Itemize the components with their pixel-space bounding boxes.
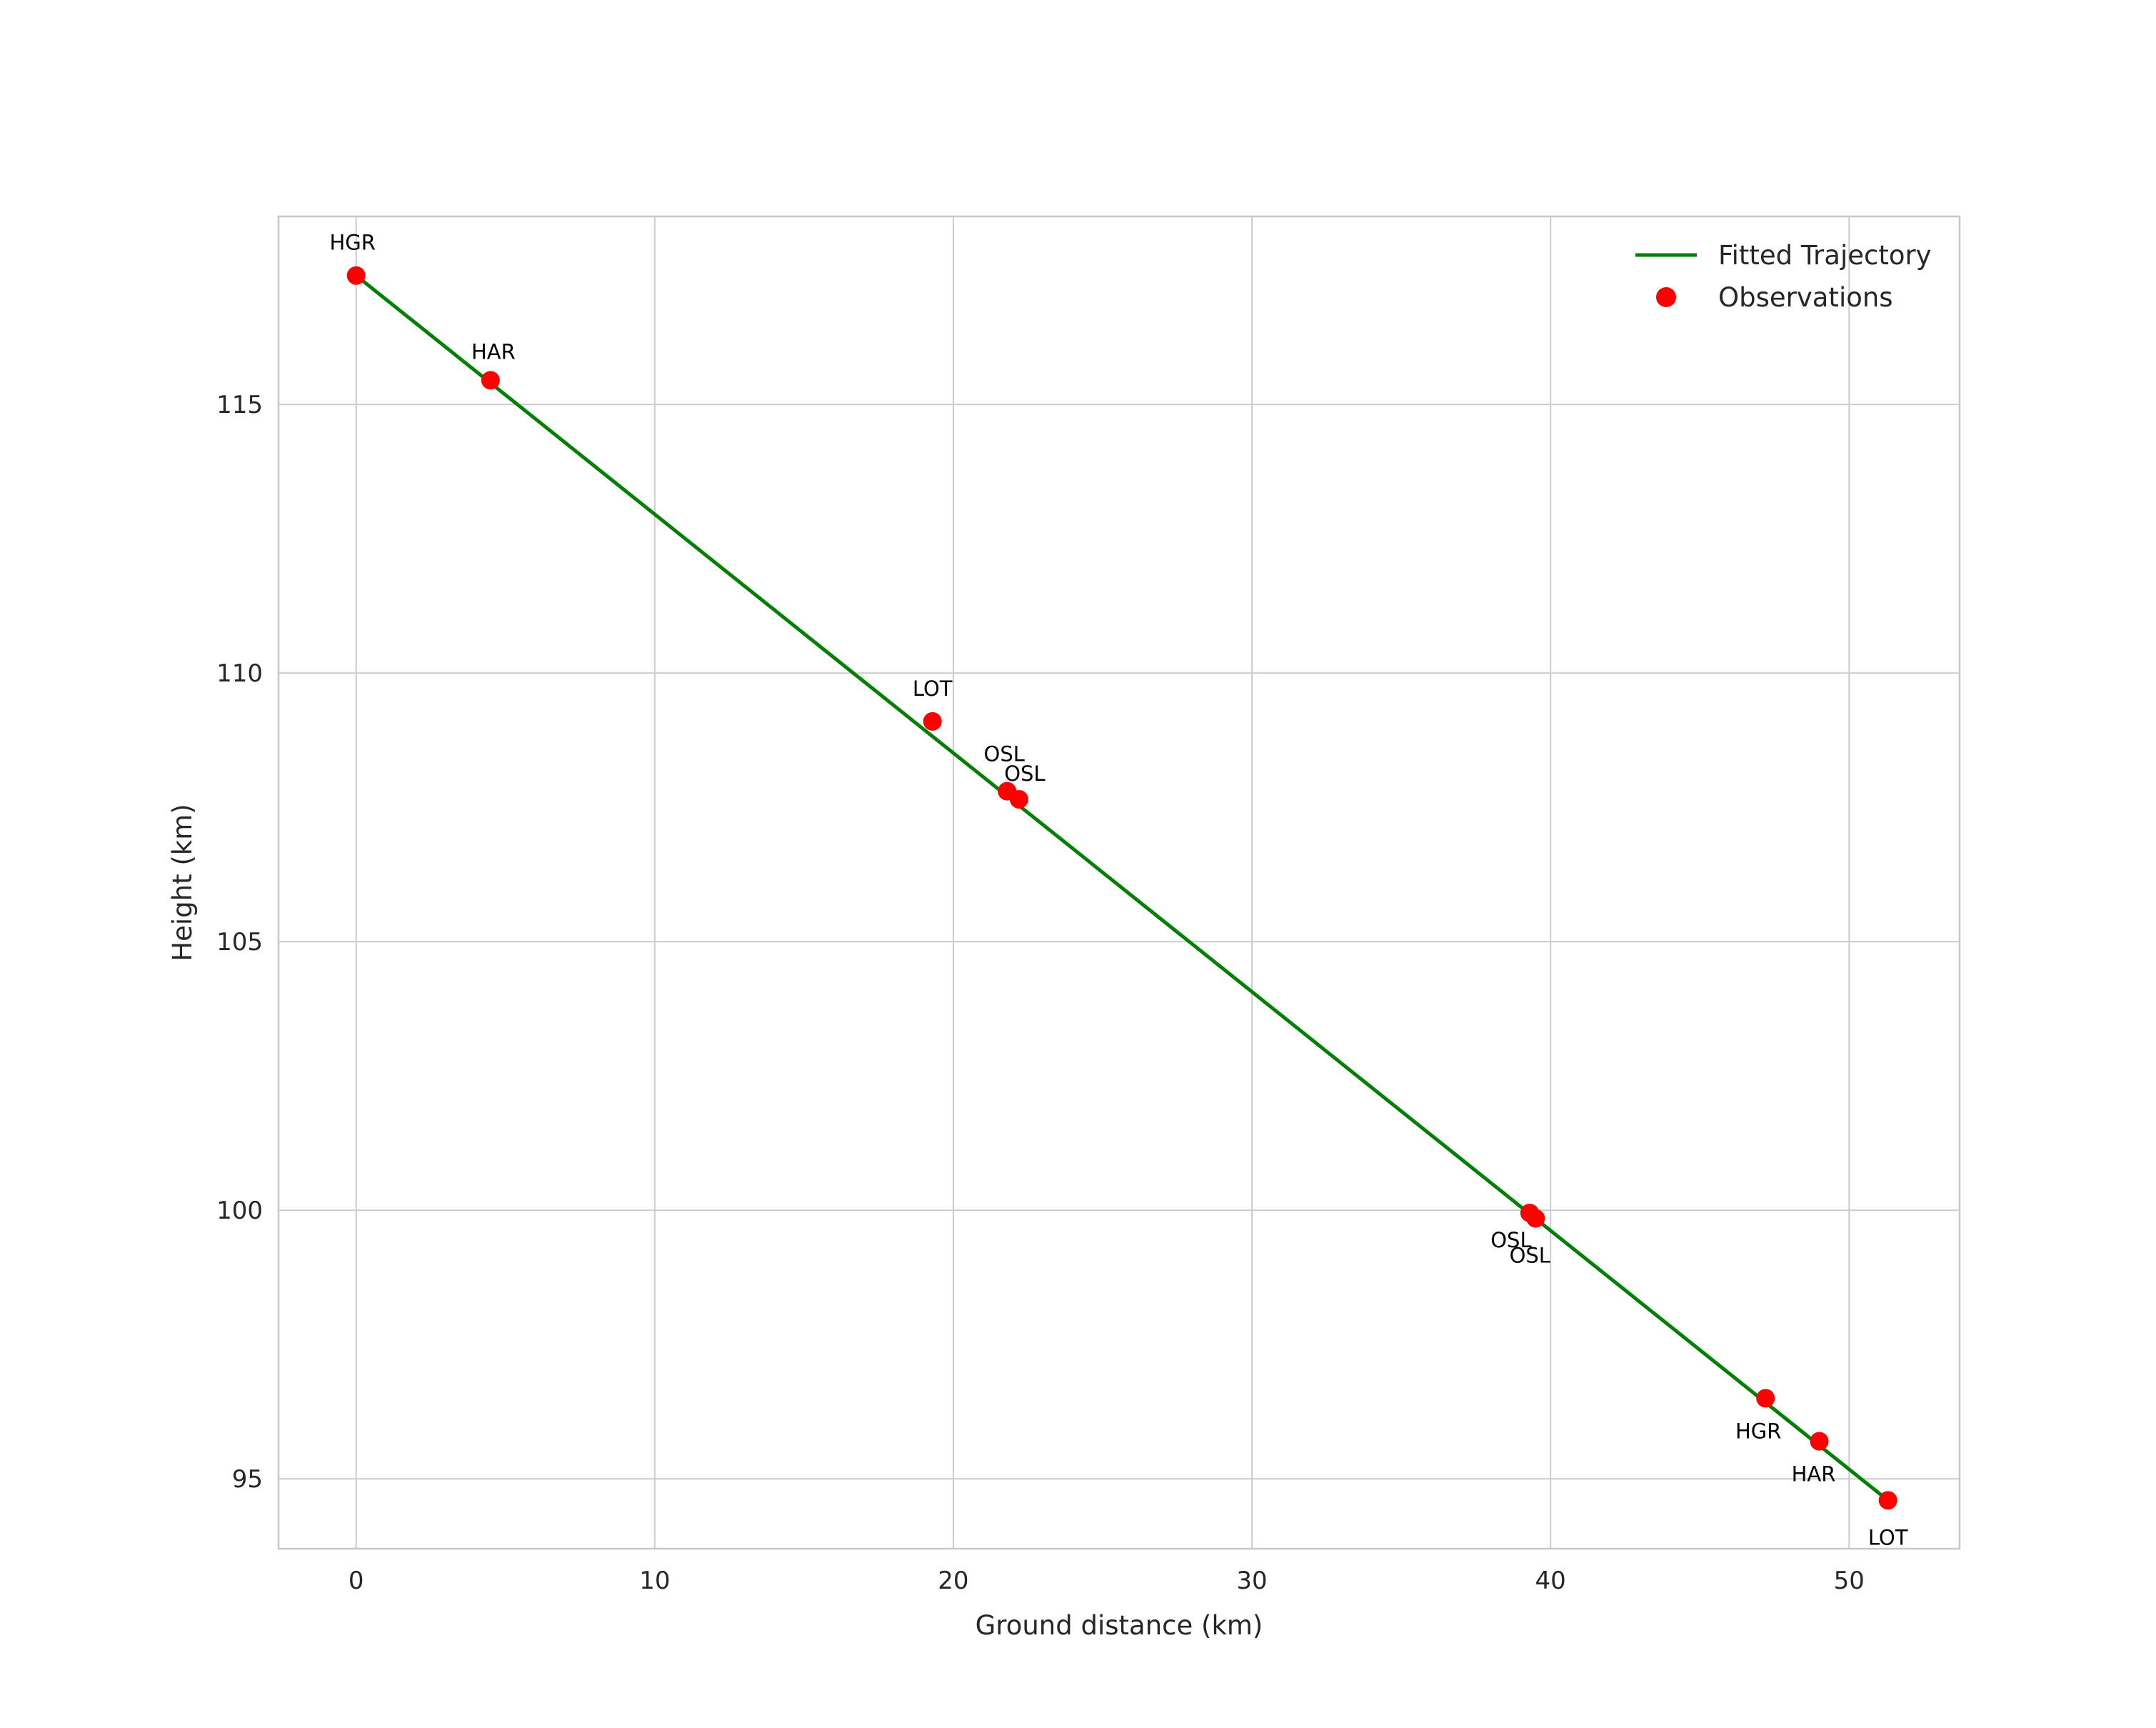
observation-point-hgr <box>1756 1389 1775 1408</box>
observation-label: HAR <box>471 339 516 364</box>
y-tick-label: 100 <box>216 1197 263 1225</box>
observation-label: OSL <box>1510 1244 1550 1268</box>
observation-point-hgr <box>346 266 366 285</box>
observation-label: HGR <box>329 231 375 255</box>
observation-point-osl <box>1526 1209 1545 1228</box>
y-tick-label: 105 <box>216 928 263 957</box>
y-tick-label: 110 <box>216 659 263 688</box>
x-tick-label: 40 <box>1535 1567 1566 1595</box>
observation-point-har <box>1810 1432 1829 1451</box>
observation-label: OSL <box>1490 1228 1531 1252</box>
legend-label-observations: Observations <box>1718 282 1893 313</box>
observation-point-har <box>481 371 500 390</box>
observation-label: LOT <box>1868 1525 1908 1549</box>
x-tick-label: 50 <box>1834 1567 1865 1595</box>
plot-frame <box>277 215 1961 1550</box>
fitted-trajectory-line <box>354 274 1890 1502</box>
x-axis-label: Ground distance (km) <box>976 1610 1263 1641</box>
y-tick-label: 95 <box>232 1465 263 1494</box>
observation-label: HAR <box>1792 1462 1836 1487</box>
observation-point-lot <box>1878 1491 1897 1510</box>
legend: Fitted Trajectory Observations <box>1635 240 1932 313</box>
observation-point-osl <box>1009 789 1028 809</box>
y-tick-label: 115 <box>216 391 263 419</box>
observation-label: OSL <box>984 742 1025 766</box>
observation-label: HGR <box>1735 1419 1781 1443</box>
observation-point-lot <box>923 711 942 731</box>
observation-label: LOT <box>913 676 953 701</box>
legend-label-fitted-trajectory: Fitted Trajectory <box>1718 240 1932 271</box>
x-tick-label: 20 <box>938 1567 968 1595</box>
y-axis-label: Height (km) <box>167 804 198 961</box>
x-tick-label: 30 <box>1236 1567 1267 1595</box>
x-tick-label: 10 <box>639 1567 670 1595</box>
legend-dot-sample-icon <box>1656 287 1676 307</box>
x-tick-label: 0 <box>349 1567 364 1595</box>
observation-label: OSL <box>1004 761 1045 786</box>
